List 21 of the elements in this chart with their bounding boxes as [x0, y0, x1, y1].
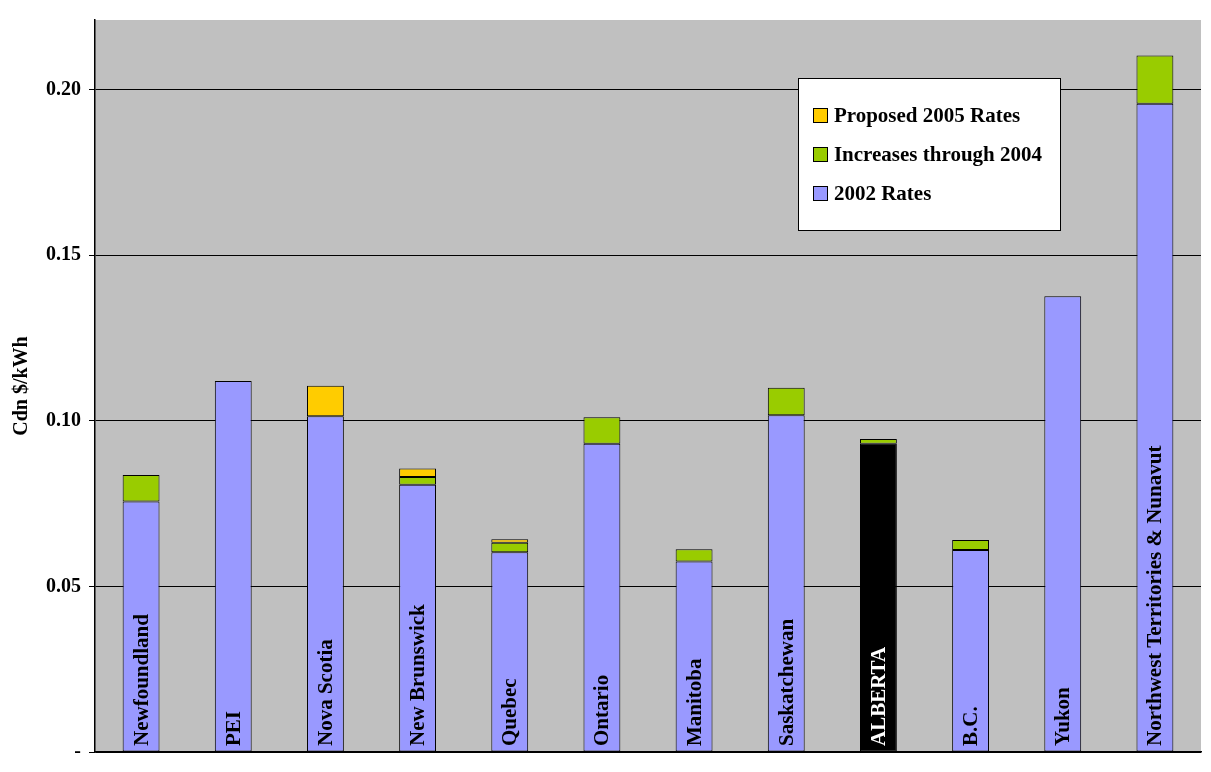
- y-tick-label: 0.20: [46, 76, 81, 99]
- x-tick-label: Ontario: [589, 674, 614, 746]
- x-tick-label: Newfoundland: [128, 613, 153, 746]
- legend-label: 2002 Rates: [833, 181, 932, 206]
- y-tick-label: 0.15: [46, 242, 81, 265]
- y-tick-label: -: [74, 739, 81, 762]
- x-tick-label: Manitoba: [681, 657, 706, 746]
- x-tick-label: Saskatchewan: [773, 618, 798, 746]
- x-tick-label: PEI: [220, 710, 245, 746]
- x-tick-label: Nova Scotia: [312, 638, 337, 746]
- y-tick-label: 0.10: [46, 407, 81, 430]
- y-axis-title: Cdn $/kWh: [9, 336, 32, 436]
- x-tick-label: Northwest Territories & Nunavut: [1142, 445, 1167, 746]
- y-tick-label: 0.05: [46, 573, 81, 596]
- legend-label: Proposed 2005 Rates: [833, 103, 1021, 128]
- x-tick-label: B.C.: [958, 706, 983, 746]
- x-tick-label: ALBERTA: [865, 645, 890, 746]
- legend-label: Increases through 2004: [833, 142, 1042, 167]
- x-tick-label: New Brunswick: [405, 603, 430, 746]
- x-tick-label: Yukon: [1050, 686, 1075, 746]
- x-tick-label: Quebec: [497, 678, 522, 746]
